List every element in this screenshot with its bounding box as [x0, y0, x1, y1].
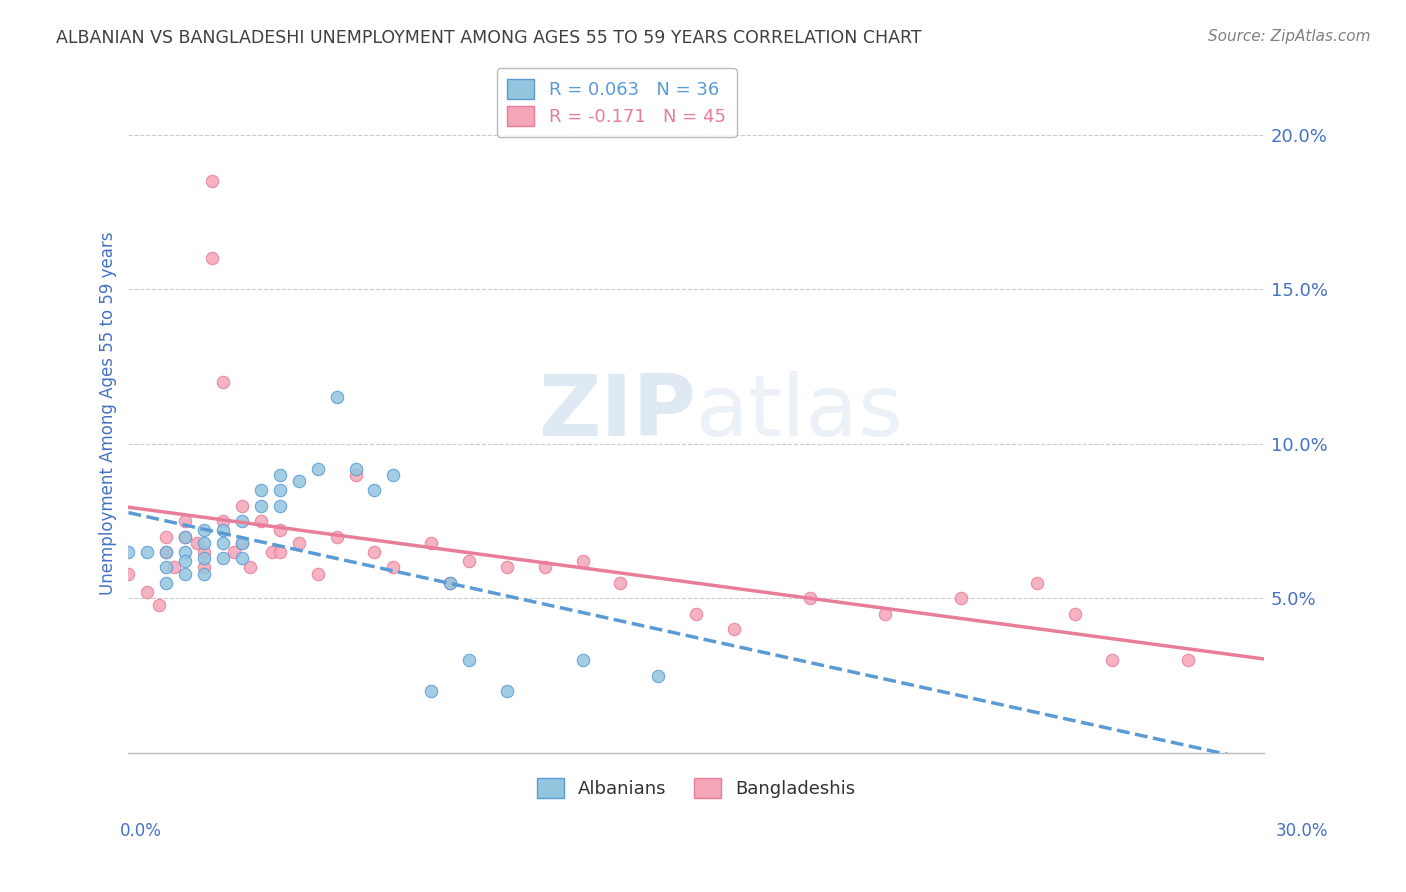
Point [136, 545, 159, 559]
Point [799, 591, 821, 606]
Point [155, 545, 177, 559]
Point [307, 461, 329, 475]
Point [250, 483, 273, 498]
Point [231, 551, 253, 566]
Point [382, 467, 405, 482]
Point [155, 529, 177, 543]
Point [287, 535, 309, 549]
Point [439, 575, 461, 590]
Point [148, 598, 170, 612]
Point [231, 514, 253, 528]
Point [250, 499, 273, 513]
Text: ALBANIAN VS BANGLADESHI UNEMPLOYMENT AMONG AGES 55 TO 59 YEARS CORRELATION CHART: ALBANIAN VS BANGLADESHI UNEMPLOYMENT AMO… [56, 29, 922, 46]
Point [212, 375, 235, 389]
Point [458, 554, 481, 568]
Point [363, 483, 385, 498]
Point [307, 566, 329, 581]
Point [155, 575, 177, 590]
Point [950, 591, 973, 606]
Point [262, 545, 284, 559]
Point [239, 560, 262, 574]
Point [231, 499, 253, 513]
Point [439, 575, 461, 590]
Point [193, 535, 215, 549]
Text: 0.0%: 0.0% [120, 822, 162, 839]
Point [163, 560, 186, 574]
Text: atlas: atlas [696, 371, 904, 454]
Text: Source: ZipAtlas.com: Source: ZipAtlas.com [1208, 29, 1371, 44]
Point [117, 545, 139, 559]
Point [193, 560, 215, 574]
Point [420, 684, 443, 698]
Point [193, 524, 215, 538]
Point [269, 483, 291, 498]
Point [193, 545, 215, 559]
Point [155, 560, 177, 574]
Legend: Albanians, Bangladeshis: Albanians, Bangladeshis [530, 771, 863, 805]
Point [875, 607, 897, 621]
Point [186, 535, 208, 549]
Point [496, 560, 519, 574]
Point [1101, 653, 1123, 667]
Point [325, 529, 347, 543]
Text: 30.0%: 30.0% [1277, 822, 1329, 839]
Point [382, 560, 405, 574]
Point [1063, 607, 1085, 621]
Point [212, 514, 235, 528]
Point [117, 566, 139, 581]
Point [723, 622, 745, 636]
Point [174, 529, 197, 543]
Point [174, 514, 197, 528]
Point [136, 585, 159, 599]
Text: ZIP: ZIP [538, 371, 696, 454]
Point [269, 524, 291, 538]
Point [458, 653, 481, 667]
Point [647, 668, 669, 682]
Point [496, 684, 519, 698]
Point [344, 467, 367, 482]
Point [155, 545, 177, 559]
Point [193, 551, 215, 566]
Point [1177, 653, 1199, 667]
Point [174, 545, 197, 559]
Point [1025, 575, 1047, 590]
Point [174, 566, 197, 581]
Point [250, 514, 273, 528]
Point [571, 554, 593, 568]
Point [212, 535, 235, 549]
Point [363, 545, 385, 559]
Point [174, 554, 197, 568]
Point [201, 174, 224, 188]
Point [344, 461, 367, 475]
Point [231, 535, 253, 549]
Point [420, 535, 443, 549]
Point [212, 551, 235, 566]
Y-axis label: Unemployment Among Ages 55 to 59 years: Unemployment Among Ages 55 to 59 years [100, 231, 117, 595]
Point [224, 545, 246, 559]
Point [269, 499, 291, 513]
Point [685, 607, 707, 621]
Point [571, 653, 593, 667]
Point [533, 560, 555, 574]
Point [193, 566, 215, 581]
Point [269, 467, 291, 482]
Point [231, 535, 253, 549]
Point [201, 252, 224, 266]
Point [287, 474, 309, 488]
Point [174, 529, 197, 543]
Point [212, 524, 235, 538]
Point [269, 545, 291, 559]
Point [609, 575, 631, 590]
Point [325, 391, 347, 405]
